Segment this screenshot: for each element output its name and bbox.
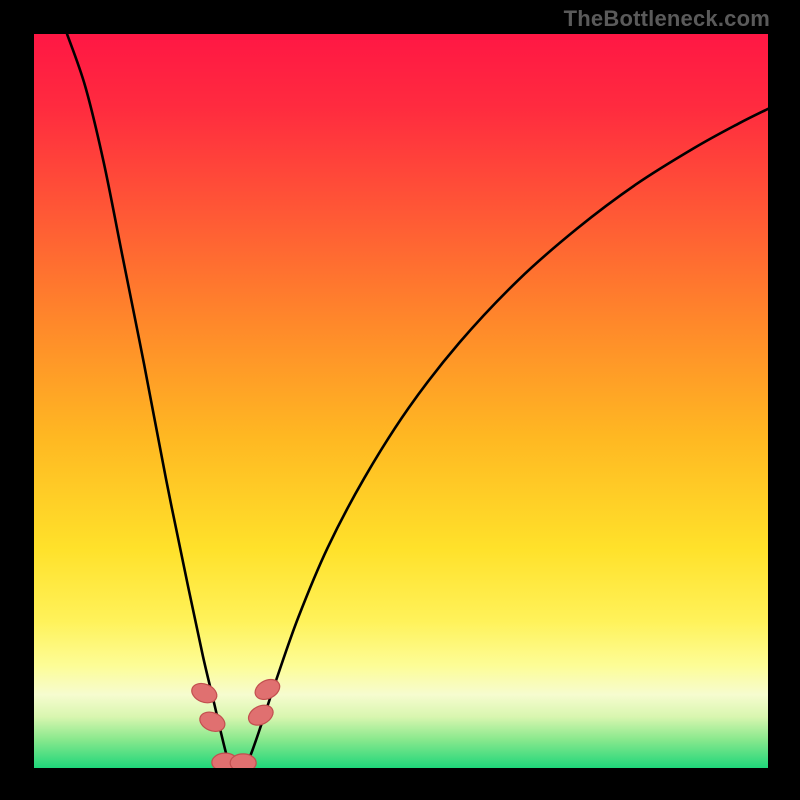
curve-markers	[189, 676, 283, 768]
frame-border	[768, 0, 800, 800]
curve-marker	[252, 676, 283, 704]
frame-border	[0, 0, 34, 800]
plot-area	[34, 34, 768, 768]
curve-marker	[197, 709, 228, 735]
bottleneck-curve	[67, 34, 768, 768]
canvas: TheBottleneck.com	[0, 0, 800, 800]
chart-svg	[34, 34, 768, 768]
watermark-text: TheBottleneck.com	[564, 6, 770, 32]
curve-marker	[230, 754, 256, 768]
curve-marker	[245, 701, 276, 729]
frame-border	[0, 768, 800, 800]
